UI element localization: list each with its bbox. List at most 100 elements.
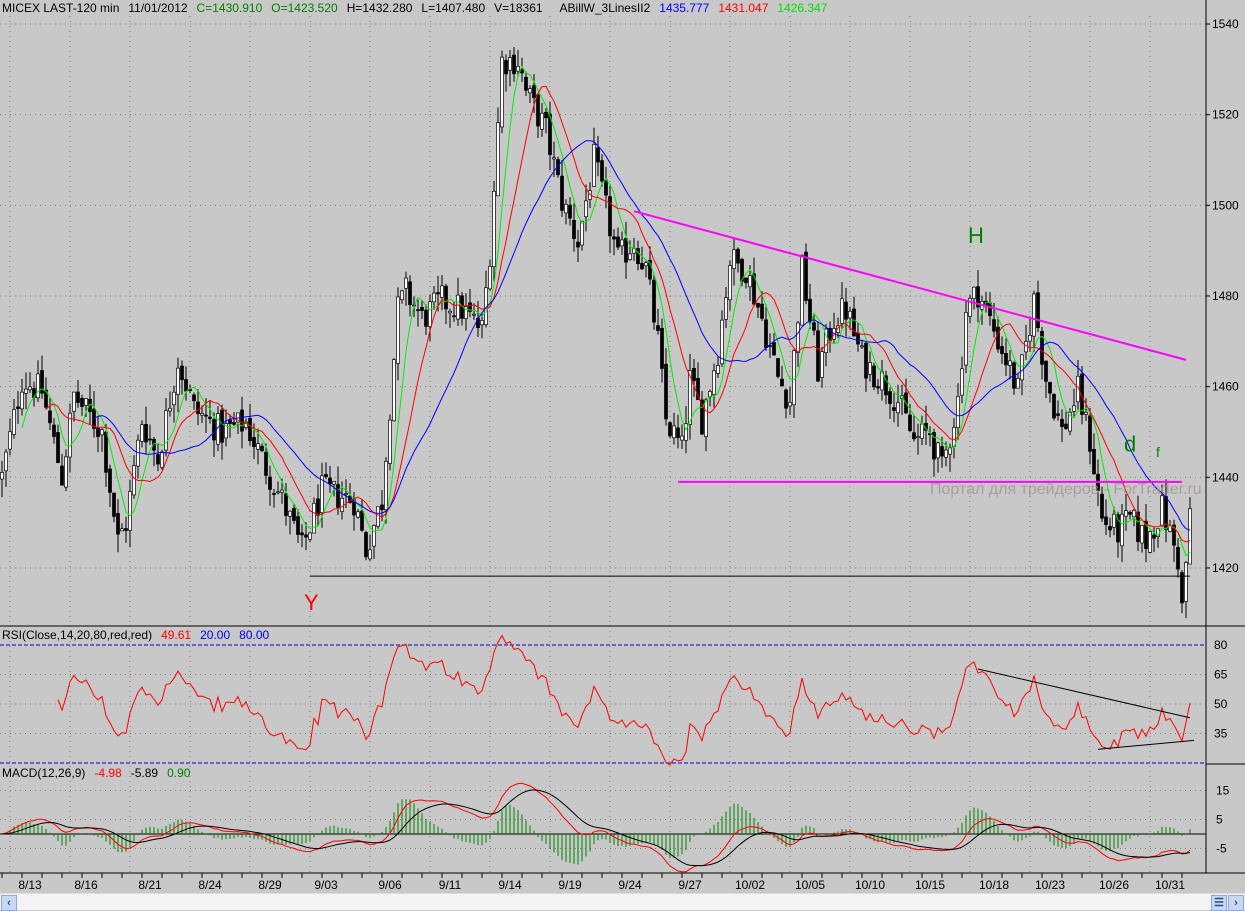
- candle-body: [1000, 346, 1004, 354]
- candle: [968, 294, 972, 324]
- candle: [276, 481, 280, 495]
- candle-body: [444, 285, 448, 310]
- candle: [860, 340, 864, 349]
- macd-line: [1, 782, 1191, 873]
- candle: [880, 359, 884, 401]
- close-value: C=1430.910: [196, 1, 263, 15]
- green-line-value: 1426.347: [777, 1, 828, 15]
- horizontal-scrollbar[interactable]: ‹ ☰ ›: [0, 893, 1245, 911]
- candle-body: [140, 424, 144, 442]
- candle-body: [256, 443, 260, 450]
- candle-body: [208, 416, 212, 419]
- candle: [732, 238, 736, 286]
- candle: [1188, 497, 1192, 565]
- candle: [628, 240, 632, 261]
- candle: [904, 378, 908, 414]
- candle: [1056, 400, 1060, 421]
- candle: [668, 421, 672, 439]
- candle-body: [204, 414, 208, 417]
- candle-body: [488, 265, 492, 290]
- candle-body: [936, 442, 940, 459]
- candle: [868, 351, 872, 382]
- candle-body: [228, 419, 232, 424]
- candle: [332, 480, 336, 497]
- candle: [300, 524, 304, 548]
- candle-body: [804, 251, 808, 301]
- candle-body: [648, 259, 652, 280]
- moving-average-mid: [45, 85, 1191, 543]
- candle-body: [156, 454, 160, 465]
- candle-body: [608, 196, 612, 237]
- candle-body: [440, 285, 444, 298]
- candle-body: [304, 534, 308, 538]
- candle: [544, 108, 548, 134]
- candle: [420, 300, 424, 320]
- volume-value: V=18361: [494, 1, 543, 15]
- candle-body: [816, 330, 820, 382]
- candle-body: [656, 325, 660, 331]
- candle-body: [780, 378, 784, 387]
- candle-body: [116, 513, 120, 535]
- date-tick-label: 10/02: [735, 878, 765, 892]
- candle-body: [16, 406, 20, 409]
- candle-body: [376, 506, 380, 527]
- candle: [596, 135, 600, 177]
- candle: [224, 409, 228, 447]
- candle-body: [296, 516, 300, 535]
- candle-body: [288, 510, 292, 517]
- candle-body: [428, 301, 432, 327]
- candle-body: [920, 423, 924, 439]
- candle: [1016, 374, 1020, 389]
- candle-body: [248, 418, 252, 442]
- candle: [820, 347, 824, 388]
- candle: [1084, 398, 1088, 422]
- candle-body: [736, 248, 740, 264]
- candle-body: [848, 310, 852, 319]
- candle: [652, 273, 656, 330]
- candle: [404, 271, 408, 306]
- date-tick-label: 9/19: [558, 878, 582, 892]
- candle: [504, 54, 508, 92]
- candle-body: [932, 432, 936, 460]
- candle: [168, 391, 172, 417]
- candle: [132, 455, 136, 499]
- candle: [1112, 506, 1116, 536]
- rsi-tick-label: 80: [1214, 638, 1228, 652]
- price-tick-label: 1520: [1212, 108, 1239, 122]
- candle-body: [464, 306, 468, 319]
- candle: [228, 414, 232, 438]
- candle: [1160, 484, 1164, 527]
- candle-body: [856, 332, 860, 345]
- candle: [324, 462, 328, 480]
- candle: [60, 453, 64, 486]
- rsi-tick-label: 35: [1214, 727, 1228, 741]
- candle-body: [224, 423, 228, 439]
- candle: [248, 403, 252, 446]
- candle: [12, 398, 16, 439]
- candle: [488, 259, 492, 291]
- candle-body: [172, 391, 176, 406]
- rsi-tick-label: 50: [1214, 697, 1228, 711]
- candle-body: [388, 419, 392, 464]
- candle-body: [1064, 423, 1068, 429]
- rsi-tick-label: 65: [1214, 668, 1228, 682]
- indicator-label: ABillW_3LinesII2: [559, 1, 651, 15]
- candle-body: [968, 297, 972, 317]
- candle: [364, 530, 368, 561]
- candle: [108, 464, 112, 507]
- candle-body: [308, 532, 312, 540]
- candle: [1092, 433, 1096, 475]
- candle: [584, 184, 588, 232]
- candle-body: [176, 367, 180, 395]
- candle: [356, 509, 360, 519]
- candle-body: [1100, 493, 1104, 519]
- candle: [128, 479, 132, 548]
- candle-body: [1088, 415, 1092, 452]
- candle-body: [796, 322, 800, 353]
- candle-body: [668, 422, 672, 437]
- candle-body: [392, 359, 396, 422]
- candle: [148, 424, 152, 445]
- rsi-high-level: 80.00: [239, 628, 270, 642]
- candle: [508, 50, 512, 87]
